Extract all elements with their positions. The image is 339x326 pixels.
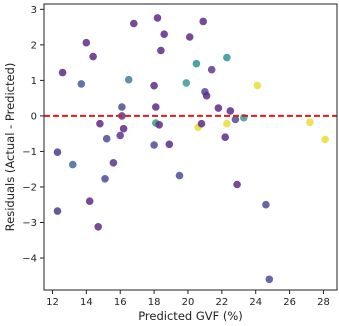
data-point <box>101 175 109 183</box>
data-point <box>226 107 235 115</box>
x-tick-label: 28 <box>317 297 330 308</box>
x-tick-label: 22 <box>215 297 228 308</box>
y-tick-label: −3 <box>22 218 37 229</box>
data-point <box>192 59 201 68</box>
x-tick-label: 26 <box>283 297 296 308</box>
data-point <box>202 91 211 100</box>
data-point <box>53 148 62 156</box>
data-point <box>85 197 94 205</box>
data-point <box>223 53 231 62</box>
data-point <box>119 124 128 133</box>
data-point <box>157 46 165 55</box>
data-point <box>53 207 62 215</box>
data-point <box>160 30 168 38</box>
y-tick-label: −1 <box>22 147 37 158</box>
data-point <box>150 141 158 149</box>
data-point <box>231 115 240 124</box>
data-point <box>175 171 184 180</box>
y-tick-label: −2 <box>22 182 37 193</box>
data-point <box>102 134 111 143</box>
data-point <box>118 103 126 111</box>
points-layer <box>53 14 329 284</box>
y-tick-label: −4 <box>22 254 37 265</box>
data-point <box>265 275 274 284</box>
data-point <box>109 159 118 167</box>
x-axis-label: Predicted GVF (%) <box>138 309 243 323</box>
data-point <box>221 133 229 141</box>
data-point <box>253 81 262 90</box>
data-point <box>116 131 124 140</box>
data-point <box>89 52 97 61</box>
data-point <box>165 140 174 149</box>
x-tick-label: 14 <box>80 297 93 308</box>
x-tick-label: 12 <box>46 297 59 308</box>
x-tick-label: 16 <box>114 297 127 308</box>
data-point <box>199 17 207 26</box>
data-point <box>150 81 158 90</box>
data-point <box>262 200 270 209</box>
data-point <box>124 75 133 84</box>
data-point <box>153 14 162 22</box>
x-tick-label: 20 <box>182 297 195 308</box>
data-point <box>182 79 191 87</box>
data-point <box>185 33 194 41</box>
y-tick-label: 0 <box>31 111 37 122</box>
data-point <box>233 180 241 189</box>
data-point <box>197 119 206 128</box>
y-tick-label: 1 <box>31 76 37 87</box>
data-point <box>58 68 67 77</box>
data-point <box>152 103 160 111</box>
x-tick-label: 18 <box>148 297 161 308</box>
data-point <box>155 121 163 129</box>
data-point <box>69 160 77 169</box>
x-tick-label: 24 <box>249 297 262 308</box>
data-point <box>77 80 86 88</box>
data-point <box>223 119 231 128</box>
data-point <box>130 19 138 28</box>
data-point <box>214 104 223 112</box>
data-point <box>306 118 314 127</box>
data-point <box>82 38 91 47</box>
plot-frame <box>43 3 338 291</box>
y-tick-label: 2 <box>31 40 37 51</box>
y-axis-label: Residuals (Actual - Predicted) <box>3 63 17 232</box>
data-point <box>207 65 216 74</box>
y-tick-label: 3 <box>31 5 37 16</box>
data-point <box>96 119 104 128</box>
data-point <box>94 223 102 231</box>
data-point <box>321 135 329 144</box>
